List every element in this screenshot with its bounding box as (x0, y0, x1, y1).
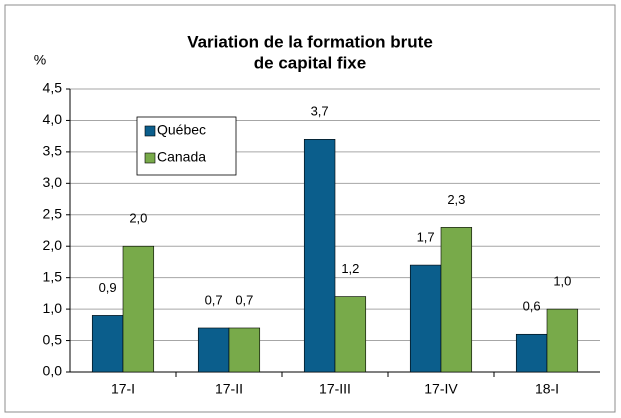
value-label: 2,0 (129, 211, 147, 226)
legend-label: Québec (157, 122, 206, 138)
value-label: 1,0 (553, 274, 571, 289)
value-label: 0,9 (99, 280, 117, 295)
legend-label: Canada (157, 149, 206, 165)
x-tick-label: 17-I (111, 381, 135, 397)
chart-title: Variation de la formation brute (187, 32, 433, 51)
value-label: 0,7 (205, 292, 223, 307)
bar (91, 315, 124, 373)
value-label: 2,3 (447, 192, 465, 207)
value-label: 1,2 (341, 261, 359, 276)
bar (515, 333, 548, 373)
bar (122, 245, 155, 373)
y-tick-label: 4,0 (43, 111, 63, 127)
x-tick-label: 17-IV (424, 381, 458, 397)
y-tick-label: 3,5 (43, 143, 63, 159)
x-tick-label: 17-II (215, 381, 243, 397)
y-tick-label: 0,5 (43, 331, 63, 347)
y-tick-label: 3,0 (43, 174, 63, 190)
y-axis-label: % (34, 52, 46, 68)
legend-swatch (144, 152, 156, 164)
y-tick-label: 2,5 (43, 205, 63, 221)
legend-swatch (144, 125, 156, 137)
y-tick-label: 0,0 (43, 363, 63, 379)
value-label: 0,7 (235, 292, 253, 307)
chart-title: de capital fixe (254, 53, 366, 72)
bar (334, 296, 367, 373)
value-label: 1,7 (417, 230, 435, 245)
y-tick-label: 1,5 (43, 268, 63, 284)
bar (409, 264, 442, 373)
y-tick-label: 2,0 (43, 237, 63, 253)
y-tick-label: 1,0 (43, 300, 63, 316)
bar (303, 139, 336, 373)
bar (546, 308, 579, 373)
bar (228, 327, 261, 373)
x-tick-label: 17-III (319, 381, 351, 397)
y-tick-label: 4,5 (43, 80, 63, 96)
bar (197, 327, 230, 373)
bar (440, 227, 473, 373)
value-label: 0,6 (523, 299, 541, 314)
value-label: 3,7 (311, 104, 329, 119)
x-tick-label: 18-I (535, 381, 559, 397)
